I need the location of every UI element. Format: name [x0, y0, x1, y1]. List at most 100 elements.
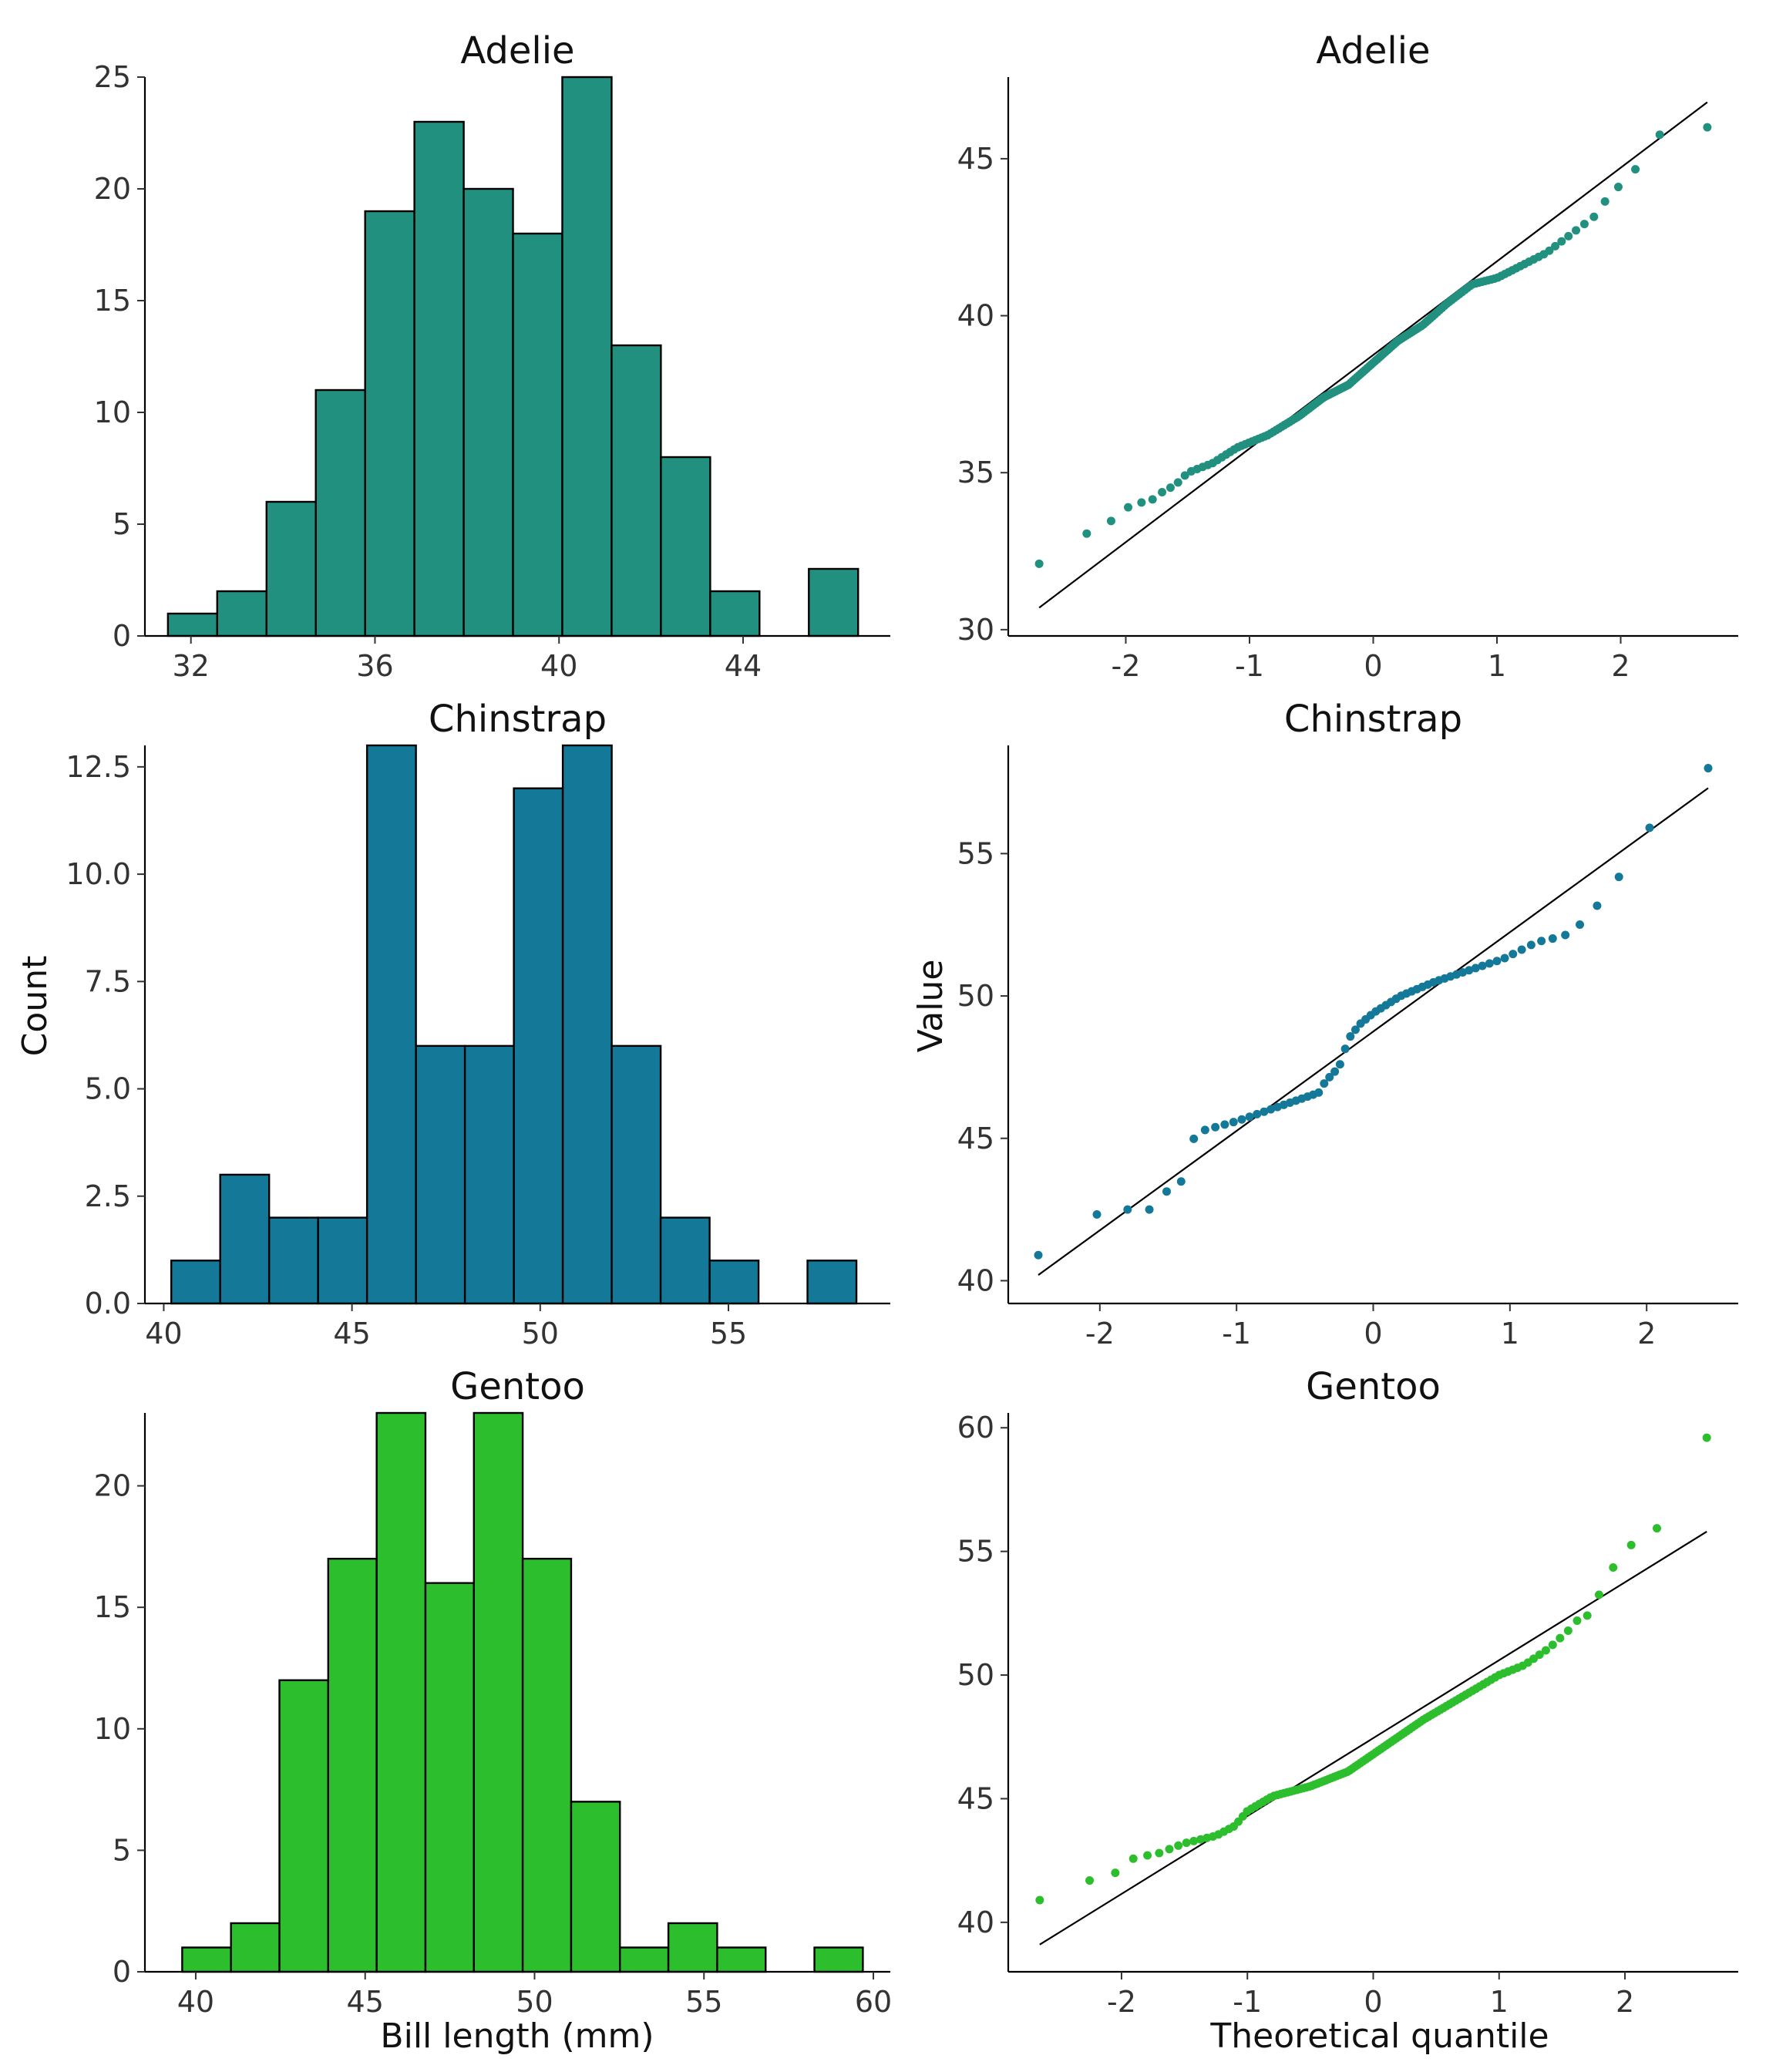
- histogram-bar: [216, 590, 267, 637]
- histogram-bar: [660, 456, 711, 637]
- y-tick-label: 0: [113, 619, 131, 653]
- x-tick-label: -2: [1107, 1985, 1136, 2019]
- qq-point: [1260, 1107, 1269, 1116]
- x-tick-label: 32: [173, 649, 210, 683]
- x-tick-label: 60: [855, 1985, 892, 2019]
- histogram-bar: [375, 1411, 427, 1973]
- y-tick-label: 60: [957, 1411, 994, 1445]
- histogram-bar: [413, 120, 465, 637]
- y-tick-label: 20: [94, 172, 131, 206]
- histogram-bar: [521, 1557, 573, 1973]
- qq-point: [1035, 1895, 1044, 1905]
- x-tick-label: -2: [1112, 649, 1141, 683]
- qq-point: [1229, 1118, 1238, 1127]
- x-tick-label: 36: [356, 649, 393, 683]
- histogram-bar: [659, 1216, 711, 1305]
- x-tick-label: 2: [1637, 1317, 1656, 1350]
- x-tick-label: -1: [1222, 1317, 1251, 1350]
- y-tick-label: 30: [957, 613, 994, 647]
- histogram-bar: [327, 1557, 378, 1973]
- histogram-bar: [570, 1801, 621, 1973]
- panel-title: Gentoo: [1306, 1365, 1441, 1408]
- histogram-bar: [610, 1044, 662, 1305]
- qq-point: [1111, 1868, 1120, 1878]
- panel-title: Adelie: [1316, 29, 1430, 72]
- qq-point: [1085, 1876, 1095, 1885]
- qq-point: [1200, 1125, 1209, 1135]
- qq-point: [1526, 940, 1536, 950]
- histogram-bar: [513, 787, 564, 1305]
- qq-point: [1465, 966, 1474, 975]
- qq-point: [1166, 483, 1175, 493]
- qq-point: [1485, 959, 1494, 968]
- histogram-bar: [230, 1922, 281, 1973]
- qq-point: [1106, 516, 1115, 526]
- histogram-bar: [365, 744, 417, 1305]
- qq-point: [1128, 1854, 1138, 1863]
- y-tick-label: 45: [957, 1781, 994, 1815]
- y-tick-label: 2.5: [85, 1179, 131, 1213]
- x-tick-label: 1: [1488, 649, 1506, 683]
- histogram-bar: [219, 1173, 271, 1305]
- histogram-bar: [667, 1922, 718, 1973]
- histogram-bar: [473, 1411, 524, 1973]
- qq-point: [1320, 1079, 1329, 1088]
- histogram-bar: [424, 1582, 475, 1973]
- histogram-bar: [463, 1044, 515, 1305]
- qq-point: [1548, 1640, 1557, 1650]
- qq-point: [1652, 1524, 1661, 1533]
- qq-point: [1551, 241, 1560, 251]
- histogram-bar: [267, 1216, 319, 1305]
- qq-reference-line: [1038, 101, 1708, 609]
- qq-point: [1189, 1836, 1199, 1845]
- x-axis-title-left: Bill length (mm): [380, 2016, 654, 2056]
- x-tick-label: 40: [540, 649, 577, 683]
- y-tick-label: 10: [94, 1712, 131, 1746]
- histogram-bar: [314, 388, 366, 637]
- qq-point: [1158, 487, 1167, 496]
- qq-reference-line: [1039, 1531, 1707, 1946]
- qq-point: [1517, 945, 1526, 954]
- qq-point: [1034, 559, 1044, 568]
- y-tick-label: 0.0: [85, 1287, 131, 1320]
- y-tick-label: 5: [113, 507, 131, 541]
- qq-point: [1589, 212, 1599, 221]
- qq-point: [1500, 954, 1509, 963]
- x-tick-label: 40: [177, 1985, 214, 2019]
- qq-point: [1211, 1122, 1220, 1132]
- qq-point: [1593, 901, 1602, 910]
- histogram-bar: [610, 344, 662, 637]
- y-tick-label: 7.5: [85, 964, 131, 998]
- y-tick-label: 25: [94, 60, 131, 94]
- qq-point: [1082, 529, 1092, 538]
- qq-point: [1189, 1134, 1199, 1143]
- qq-point: [1600, 197, 1610, 206]
- qq-point: [1563, 1626, 1572, 1636]
- x-tick-label: 45: [347, 1985, 384, 2019]
- qq-point: [1492, 957, 1502, 966]
- qq-point: [1541, 1646, 1550, 1655]
- x-tick-label: 44: [725, 649, 762, 683]
- y-tick-label: 15: [94, 284, 131, 318]
- qq-point: [1576, 920, 1585, 929]
- x-axis-title-right: Theoretical quantile: [1209, 2016, 1549, 2056]
- histogram-bar: [709, 590, 761, 637]
- y-axis-title-left: Count: [15, 956, 55, 1057]
- qq-point: [1509, 950, 1518, 959]
- qq-point: [1137, 498, 1146, 507]
- x-tick-label: 40: [145, 1317, 182, 1350]
- qq-point: [1594, 1590, 1603, 1599]
- x-tick-label: 50: [522, 1317, 559, 1350]
- histogram-bar: [462, 187, 514, 637]
- y-tick-label: 55: [957, 836, 994, 870]
- qq-point: [1143, 1851, 1152, 1860]
- qq-point: [1034, 1250, 1043, 1260]
- x-tick-label: -1: [1233, 1985, 1262, 2019]
- y-tick-label: 5.0: [85, 1072, 131, 1106]
- x-tick-label: 0: [1364, 1985, 1382, 2019]
- y-tick-label: 12.5: [66, 750, 131, 784]
- x-tick-label: 0: [1364, 1317, 1382, 1350]
- x-tick-label: 45: [333, 1317, 370, 1350]
- histogram-bar: [708, 1260, 760, 1305]
